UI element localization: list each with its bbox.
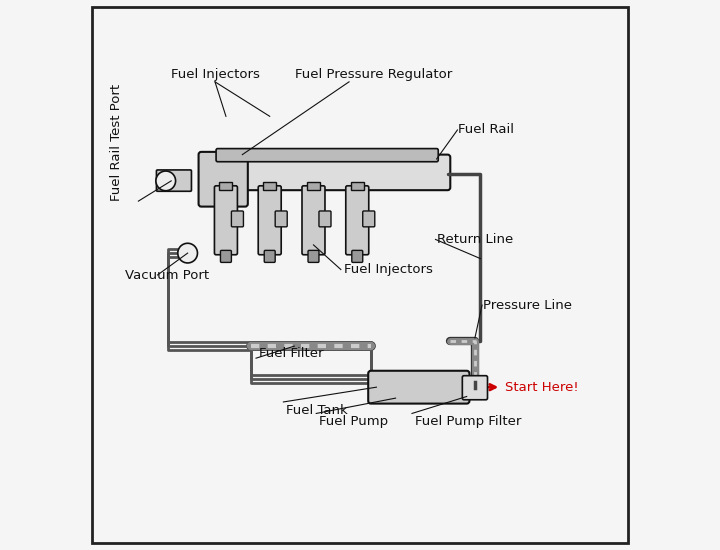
Text: Fuel Pressure Regulator: Fuel Pressure Regulator: [295, 68, 452, 81]
FancyBboxPatch shape: [307, 182, 320, 190]
Circle shape: [178, 243, 197, 263]
FancyBboxPatch shape: [231, 211, 243, 227]
FancyBboxPatch shape: [92, 7, 628, 543]
Text: Fuel Injectors: Fuel Injectors: [343, 263, 433, 276]
FancyBboxPatch shape: [319, 211, 331, 227]
FancyBboxPatch shape: [216, 148, 438, 162]
FancyBboxPatch shape: [302, 186, 325, 255]
Circle shape: [156, 171, 176, 191]
Text: Return Line: Return Line: [436, 233, 513, 246]
FancyBboxPatch shape: [204, 155, 450, 190]
FancyBboxPatch shape: [199, 152, 248, 207]
FancyBboxPatch shape: [258, 186, 282, 255]
FancyBboxPatch shape: [264, 250, 275, 262]
FancyBboxPatch shape: [352, 250, 363, 262]
Text: Fuel Pump: Fuel Pump: [319, 415, 388, 427]
FancyBboxPatch shape: [346, 186, 369, 255]
Text: Start Here!: Start Here!: [505, 381, 579, 394]
Text: Fuel Tank: Fuel Tank: [286, 404, 348, 416]
Text: Fuel Injectors: Fuel Injectors: [171, 68, 259, 81]
FancyBboxPatch shape: [462, 376, 487, 400]
FancyBboxPatch shape: [275, 211, 287, 227]
Text: Fuel Rail: Fuel Rail: [459, 124, 515, 136]
FancyBboxPatch shape: [363, 211, 375, 227]
FancyBboxPatch shape: [220, 182, 233, 190]
Text: Fuel Filter: Fuel Filter: [258, 347, 323, 360]
FancyBboxPatch shape: [351, 182, 364, 190]
FancyBboxPatch shape: [368, 371, 469, 404]
FancyBboxPatch shape: [263, 182, 276, 190]
Text: Vacuum Port: Vacuum Port: [125, 268, 209, 282]
Text: Pressure Line: Pressure Line: [483, 299, 572, 312]
Text: Fuel Pump Filter: Fuel Pump Filter: [415, 415, 521, 427]
FancyBboxPatch shape: [215, 186, 238, 255]
FancyBboxPatch shape: [156, 170, 192, 191]
Text: Fuel Rail Test Port: Fuel Rail Test Port: [110, 84, 123, 201]
FancyBboxPatch shape: [308, 250, 319, 262]
FancyBboxPatch shape: [220, 250, 231, 262]
